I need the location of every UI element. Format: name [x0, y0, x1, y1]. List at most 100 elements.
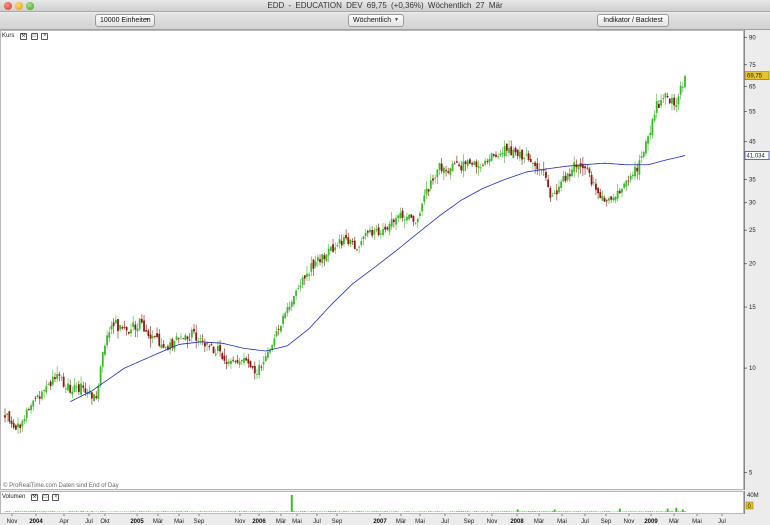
candle	[416, 217, 419, 228]
volume-bar	[408, 511, 410, 512]
volume-tick-label: 40M	[747, 493, 759, 499]
price-chart-panel[interactable]: Kurs ⚒ ▭ ×	[0, 30, 744, 490]
candle-body	[123, 326, 126, 328]
candle	[551, 192, 554, 198]
units-dropdown[interactable]: 10000 Einheiten ▼	[95, 14, 155, 27]
candle	[343, 234, 345, 247]
candle	[575, 159, 578, 173]
candle-body	[414, 222, 417, 224]
volume-chart[interactable]	[1, 492, 743, 513]
candle	[462, 154, 465, 178]
candle	[247, 353, 250, 368]
volume-bar	[592, 511, 595, 512]
volume-bar	[301, 511, 304, 512]
candle	[673, 94, 676, 111]
candle	[379, 229, 382, 239]
price-chart[interactable]	[1, 31, 743, 489]
candle	[440, 158, 443, 174]
candle-body	[232, 359, 235, 361]
time-tick-label: 2005	[130, 519, 144, 525]
volume-bar	[147, 511, 150, 512]
candle-body	[325, 254, 328, 262]
time-tick-label: 2007	[373, 519, 387, 525]
candle-body	[479, 167, 482, 169]
candle-body	[171, 339, 174, 348]
candle	[438, 162, 441, 176]
volume-bar	[338, 511, 341, 512]
candle-body	[199, 338, 202, 340]
candle	[253, 361, 256, 380]
candle	[668, 98, 671, 105]
volume-bar	[647, 511, 649, 512]
volume-bar	[343, 511, 345, 512]
candle-body	[455, 161, 458, 163]
candle	[175, 332, 178, 341]
candle	[138, 318, 141, 331]
wrench-icon[interactable]: ⚒	[20, 33, 28, 40]
window-icon[interactable]: ▭	[30, 33, 38, 40]
candle	[60, 375, 63, 381]
close-icon[interactable]: ×	[52, 494, 60, 501]
window-minimize-button[interactable]	[15, 2, 23, 10]
window-icon[interactable]: ▭	[41, 494, 49, 501]
candle-body	[214, 353, 217, 356]
candle-body	[177, 338, 180, 340]
candle-body	[523, 157, 526, 159]
candle	[290, 299, 293, 311]
candle-body	[529, 159, 532, 163]
candle-body	[675, 105, 678, 108]
window-zoom-button[interactable]	[26, 2, 34, 10]
candle-body	[373, 230, 376, 235]
volume-bar	[547, 511, 549, 512]
candle-body	[136, 328, 139, 332]
wrench-icon[interactable]: ⚒	[31, 494, 39, 501]
candle-body	[301, 277, 304, 285]
volume-bar	[523, 511, 525, 512]
candle-body	[486, 161, 489, 163]
time-tick-label: Jul	[313, 519, 321, 525]
volume-bar	[204, 511, 206, 512]
volume-panel-label: Volumen	[2, 494, 26, 500]
volume-chart-panel[interactable]: Volumen ⚒ ▭ ×	[0, 491, 744, 514]
candle	[638, 154, 641, 181]
volume-bar	[603, 511, 606, 512]
time-tick-label: Mär	[534, 519, 544, 525]
candle	[125, 326, 128, 336]
volume-bar	[645, 511, 647, 512]
candle-body	[121, 327, 124, 329]
candle-body	[551, 195, 554, 197]
candle	[149, 325, 152, 348]
candle-body	[77, 384, 80, 393]
volume-bar	[208, 511, 210, 512]
volume-bar	[191, 511, 193, 512]
candle-body	[193, 328, 195, 332]
period-dropdown-label: Wöchentlich	[353, 17, 392, 24]
close-icon[interactable]: ×	[41, 33, 49, 40]
indicator-backtest-button[interactable]: Indikator / Backtest	[597, 14, 669, 27]
candle-body	[369, 229, 371, 233]
candle	[579, 158, 582, 174]
volume-spike	[553, 509, 556, 512]
volume-bar	[138, 511, 141, 512]
period-dropdown[interactable]: Wöchentlich ▼	[348, 14, 404, 27]
candle	[651, 117, 654, 139]
candle-body	[510, 146, 513, 156]
candle-body	[184, 335, 187, 341]
candle	[362, 235, 365, 246]
candle-body	[525, 154, 528, 156]
window-close-button[interactable]	[4, 2, 12, 10]
volume-zero-badge	[745, 501, 754, 510]
candle	[288, 301, 291, 312]
candle	[390, 211, 393, 230]
time-tick-label: Mär	[276, 519, 286, 525]
candle	[280, 325, 282, 334]
candle-body	[240, 359, 243, 362]
candle-body	[106, 335, 109, 346]
candle	[631, 171, 634, 180]
candle-body	[249, 361, 252, 368]
candle-body	[316, 257, 319, 261]
volume-bar	[577, 511, 580, 512]
candle-body	[336, 245, 339, 247]
candle-body	[95, 396, 98, 399]
candle	[469, 157, 471, 164]
